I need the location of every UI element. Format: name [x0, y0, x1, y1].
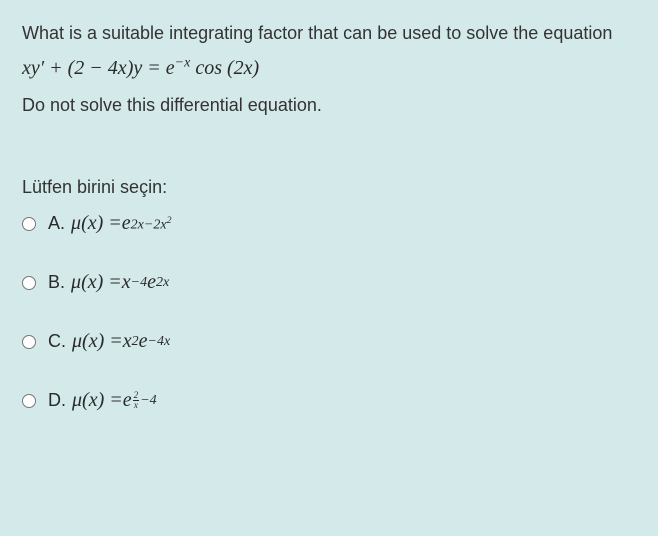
radio-option-a[interactable]: [22, 217, 36, 231]
option-math-a: μ(x) = e2x−2x2: [71, 212, 171, 235]
option-math-d: μ(x) = e2x−4: [72, 389, 157, 412]
option-math-c: μ(x) = x2e−4x: [72, 330, 170, 353]
option-row-c: C. μ(x) = x2e−4x: [22, 330, 636, 353]
option-label-b: B. μ(x) = x−4e2x: [48, 271, 169, 294]
choose-prompt: Lütfen birini seçin:: [22, 177, 636, 198]
option-prefix-b: B.: [48, 272, 65, 293]
option-row-a: A. μ(x) = e2x−2x2: [22, 212, 636, 235]
option-row-d: D. μ(x) = e2x−4: [22, 389, 636, 412]
option-math-b: μ(x) = x−4e2x: [71, 271, 169, 294]
question-followup: Do not solve this differential equation.: [22, 92, 636, 119]
radio-option-d[interactable]: [22, 394, 36, 408]
option-label-c: C. μ(x) = x2e−4x: [48, 330, 170, 353]
option-prefix-a: A.: [48, 213, 65, 234]
radio-option-b[interactable]: [22, 276, 36, 290]
option-label-d: D. μ(x) = e2x−4: [48, 389, 157, 412]
question-intro: What is a suitable integrating factor th…: [22, 20, 636, 47]
question-equation: xy′ + (2 − 4x)y = e−x cos (2x): [22, 57, 636, 80]
option-prefix-c: C.: [48, 331, 66, 352]
option-prefix-d: D.: [48, 390, 66, 411]
radio-option-c[interactable]: [22, 335, 36, 349]
option-label-a: A. μ(x) = e2x−2x2: [48, 212, 171, 235]
option-row-b: B. μ(x) = x−4e2x: [22, 271, 636, 294]
